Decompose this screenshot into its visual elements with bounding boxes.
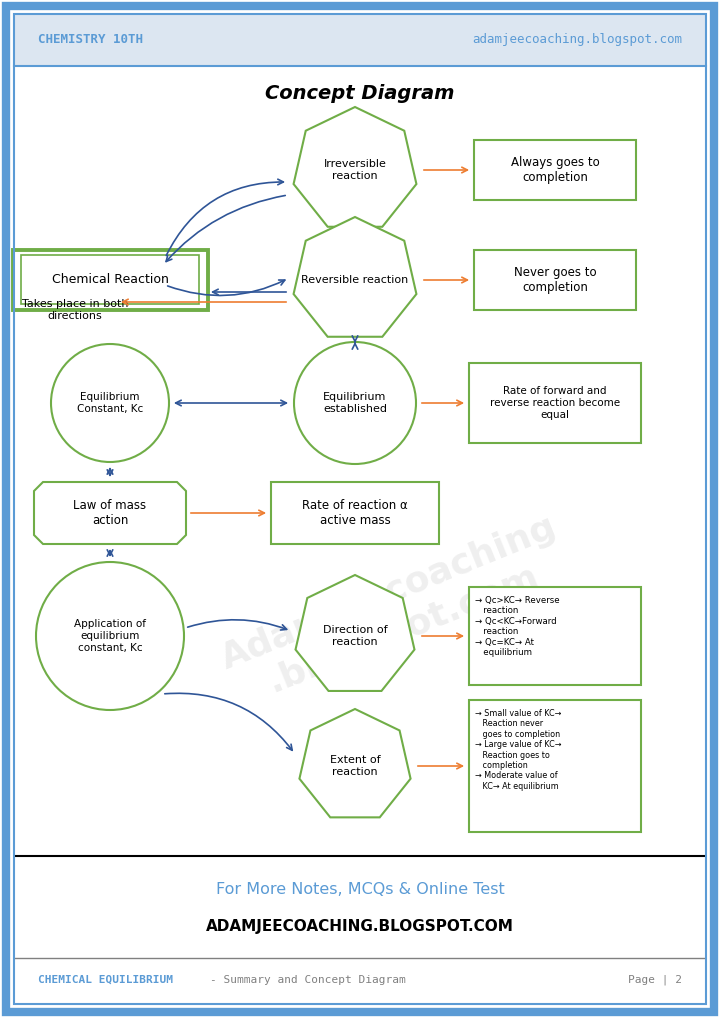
Bar — [469, 363, 641, 443]
Bar — [21, 256, 199, 304]
Polygon shape — [34, 482, 186, 544]
Circle shape — [36, 562, 184, 710]
Bar — [271, 482, 439, 544]
Text: Rate of forward and
reverse reaction become
equal: Rate of forward and reverse reaction bec… — [490, 387, 620, 419]
Text: Reversible reaction: Reversible reaction — [302, 275, 409, 285]
Text: For More Notes, MCQs & Online Test: For More Notes, MCQs & Online Test — [215, 882, 505, 897]
Circle shape — [51, 344, 169, 462]
Text: Page | 2: Page | 2 — [628, 975, 682, 985]
Bar — [474, 140, 636, 200]
Text: Takes place in both
directions: Takes place in both directions — [22, 299, 128, 321]
Text: Concept Diagram: Concept Diagram — [265, 84, 455, 104]
Circle shape — [294, 342, 416, 464]
Text: Irreversible
reaction: Irreversible reaction — [323, 159, 387, 181]
Polygon shape — [294, 107, 416, 227]
Text: Equilibrium
Constant, Kc: Equilibrium Constant, Kc — [77, 392, 143, 413]
Text: adamjeecoaching.blogspot.com: adamjeecoaching.blogspot.com — [472, 34, 682, 47]
Text: Extent of
reaction: Extent of reaction — [330, 755, 380, 777]
Bar — [469, 587, 641, 685]
Text: → Qc>KC→ Reverse
   reaction
→ Qc<KC→Forward
   reaction
→ Qc=KC→ At
   equilibr: → Qc>KC→ Reverse reaction → Qc<KC→Forwar… — [475, 596, 559, 657]
Text: Law of mass
action: Law of mass action — [73, 499, 147, 527]
Text: CHEMICAL EQUILIBRIUM: CHEMICAL EQUILIBRIUM — [38, 975, 173, 985]
Text: - Summary and Concept Diagram: - Summary and Concept Diagram — [210, 975, 406, 985]
Polygon shape — [300, 709, 410, 817]
Text: Application of
equilibrium
constant, Kc: Application of equilibrium constant, Kc — [74, 619, 146, 653]
Polygon shape — [295, 575, 415, 691]
Text: ADAMJEECOACHING.BLOGSPOT.COM: ADAMJEECOACHING.BLOGSPOT.COM — [206, 918, 514, 934]
Text: Direction of
reaction: Direction of reaction — [323, 625, 387, 646]
Bar — [474, 250, 636, 310]
Text: Always goes to
completion: Always goes to completion — [510, 156, 599, 184]
Text: Equilibrium
established: Equilibrium established — [323, 392, 387, 413]
Text: CHEMISTRY 10TH: CHEMISTRY 10TH — [38, 34, 143, 47]
Bar — [12, 250, 207, 310]
Text: Never goes to
completion: Never goes to completion — [513, 266, 596, 294]
Text: Chemical Reaction: Chemical Reaction — [52, 274, 168, 286]
Text: Rate of reaction α
active mass: Rate of reaction α active mass — [302, 499, 408, 527]
Bar — [14, 14, 706, 66]
Bar — [469, 700, 641, 832]
Text: → Small value of KC→
   Reaction never
   goes to completion
→ Large value of KC: → Small value of KC→ Reaction never goes… — [475, 709, 562, 791]
Polygon shape — [294, 217, 416, 337]
Text: Adamjeecoaching
.blogspot.com: Adamjeecoaching .blogspot.com — [216, 510, 576, 712]
